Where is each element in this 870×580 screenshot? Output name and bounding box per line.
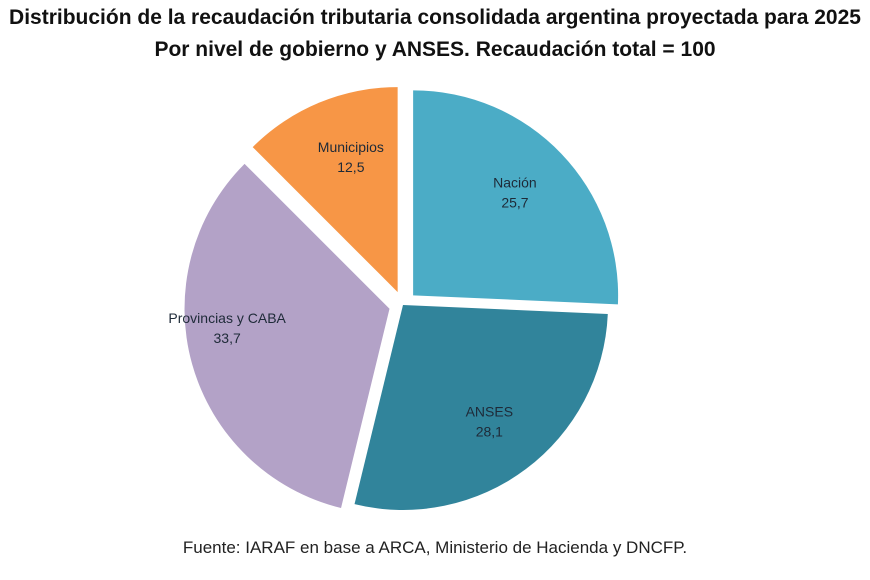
slice-value-label: 33,7 [214,330,241,346]
slice-value-label: 28,1 [476,424,503,440]
slice-value-label: 25,7 [501,194,528,210]
slice-value-label: 12,5 [337,159,364,175]
chart-subtitle: Por nivel de gobierno y ANSES. Recaudaci… [154,38,716,61]
pie-slice-naci-n [413,90,619,305]
chart-title: Distribución de la recaudación tributari… [9,6,861,29]
chart-source: Fuente: IARAF en base a ARCA, Ministerio… [182,538,688,557]
pie-slice-anses [354,305,608,510]
slice-category-label: Nación [493,174,537,190]
pie-slice-provincias-y-caba [184,163,390,508]
slice-category-label: Provincias y CABA [168,310,286,326]
slice-category-label: ANSES [466,404,513,420]
pie-slice-municipios [252,87,398,293]
slice-category-label: Municipios [318,139,384,155]
